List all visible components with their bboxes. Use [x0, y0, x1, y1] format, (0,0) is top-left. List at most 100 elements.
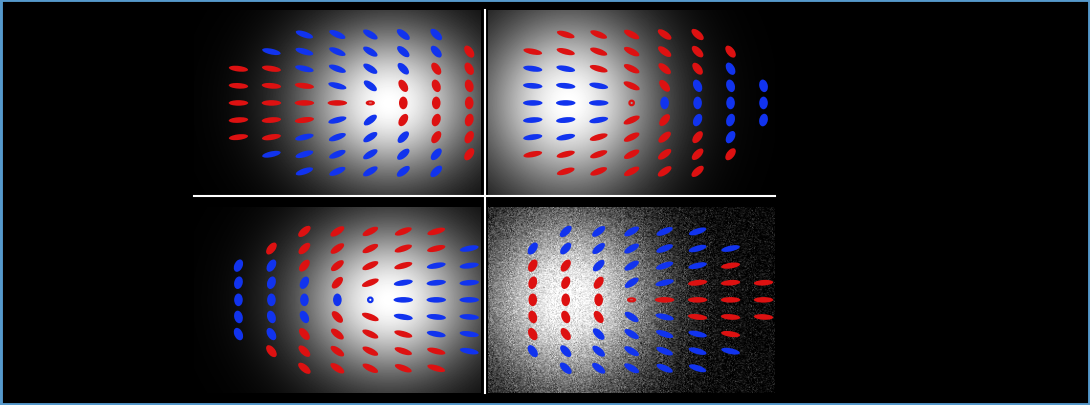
Ellipse shape	[658, 132, 670, 143]
Ellipse shape	[523, 84, 543, 90]
Ellipse shape	[432, 64, 441, 76]
Ellipse shape	[460, 280, 479, 286]
Ellipse shape	[557, 168, 574, 176]
Ellipse shape	[427, 331, 446, 337]
Ellipse shape	[397, 166, 410, 177]
Ellipse shape	[623, 167, 640, 177]
Ellipse shape	[229, 135, 249, 141]
Ellipse shape	[529, 294, 537, 307]
Ellipse shape	[300, 311, 310, 323]
Ellipse shape	[464, 47, 474, 59]
Ellipse shape	[556, 84, 576, 90]
Ellipse shape	[656, 227, 673, 236]
Ellipse shape	[299, 260, 310, 272]
Ellipse shape	[363, 364, 378, 373]
Ellipse shape	[294, 101, 314, 107]
Ellipse shape	[726, 97, 735, 110]
Ellipse shape	[363, 30, 377, 40]
Ellipse shape	[330, 363, 344, 373]
Ellipse shape	[295, 49, 313, 56]
Ellipse shape	[523, 49, 542, 56]
Ellipse shape	[393, 280, 413, 286]
Ellipse shape	[427, 228, 445, 236]
Ellipse shape	[726, 132, 736, 144]
Ellipse shape	[655, 313, 674, 321]
Ellipse shape	[362, 313, 378, 322]
Ellipse shape	[263, 151, 280, 158]
Ellipse shape	[720, 297, 740, 303]
Ellipse shape	[560, 243, 571, 255]
Ellipse shape	[331, 260, 343, 271]
Ellipse shape	[557, 32, 574, 39]
Ellipse shape	[625, 346, 639, 356]
Ellipse shape	[656, 330, 674, 338]
Ellipse shape	[460, 263, 479, 269]
Ellipse shape	[625, 244, 639, 254]
Ellipse shape	[625, 227, 639, 237]
Ellipse shape	[395, 245, 412, 253]
Ellipse shape	[362, 330, 378, 339]
Ellipse shape	[656, 245, 673, 253]
Ellipse shape	[363, 150, 377, 160]
Ellipse shape	[426, 297, 446, 303]
Ellipse shape	[262, 134, 281, 141]
Ellipse shape	[329, 31, 346, 40]
Ellipse shape	[528, 243, 537, 255]
Ellipse shape	[295, 31, 313, 39]
Ellipse shape	[431, 30, 443, 41]
Ellipse shape	[229, 66, 249, 72]
Ellipse shape	[331, 277, 343, 289]
Ellipse shape	[460, 331, 479, 337]
Ellipse shape	[591, 168, 607, 176]
Ellipse shape	[594, 277, 604, 289]
Ellipse shape	[689, 228, 706, 236]
Ellipse shape	[398, 64, 409, 75]
Ellipse shape	[427, 263, 446, 269]
Ellipse shape	[229, 118, 249, 124]
Ellipse shape	[590, 134, 607, 142]
Ellipse shape	[656, 347, 673, 356]
Ellipse shape	[362, 279, 378, 287]
Ellipse shape	[560, 362, 571, 374]
Ellipse shape	[693, 115, 702, 127]
Ellipse shape	[722, 331, 740, 337]
Ellipse shape	[329, 65, 346, 74]
Ellipse shape	[464, 115, 474, 127]
Ellipse shape	[464, 132, 474, 144]
Ellipse shape	[692, 64, 703, 76]
Ellipse shape	[234, 277, 243, 289]
Ellipse shape	[692, 47, 703, 58]
Ellipse shape	[328, 117, 347, 124]
Ellipse shape	[688, 297, 707, 303]
Ellipse shape	[523, 101, 543, 107]
Ellipse shape	[299, 328, 310, 340]
Ellipse shape	[460, 245, 479, 252]
Ellipse shape	[262, 84, 281, 90]
Ellipse shape	[329, 151, 346, 159]
Ellipse shape	[692, 132, 703, 144]
Ellipse shape	[655, 279, 674, 287]
Ellipse shape	[266, 345, 277, 357]
Ellipse shape	[267, 328, 276, 340]
Ellipse shape	[328, 101, 347, 107]
Ellipse shape	[688, 314, 707, 320]
Ellipse shape	[623, 65, 640, 74]
Ellipse shape	[431, 166, 443, 178]
Ellipse shape	[590, 117, 608, 124]
Ellipse shape	[398, 132, 409, 144]
Ellipse shape	[397, 149, 410, 160]
Ellipse shape	[395, 330, 412, 338]
Ellipse shape	[431, 47, 441, 58]
Ellipse shape	[427, 245, 446, 252]
Ellipse shape	[623, 31, 640, 40]
Ellipse shape	[693, 81, 702, 93]
Ellipse shape	[689, 347, 706, 355]
Ellipse shape	[590, 66, 607, 73]
Ellipse shape	[300, 277, 310, 289]
Ellipse shape	[561, 277, 570, 289]
Ellipse shape	[726, 80, 735, 93]
Ellipse shape	[590, 48, 607, 57]
Ellipse shape	[625, 312, 639, 322]
Ellipse shape	[726, 115, 735, 127]
Ellipse shape	[427, 348, 446, 355]
